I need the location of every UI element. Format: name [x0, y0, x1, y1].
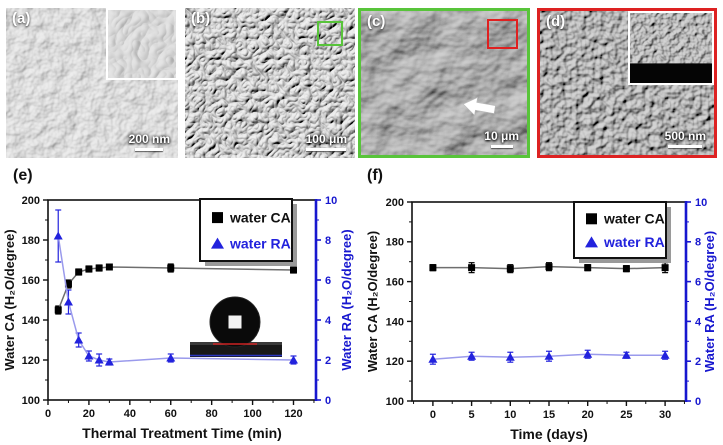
panel-b-label: (b)	[191, 10, 211, 27]
panel-a-inset-image	[106, 8, 178, 80]
legend-water-ra-marker	[585, 236, 598, 248]
chart-f-label: (f)	[367, 167, 383, 184]
svg-text:15: 15	[543, 409, 555, 421]
sem-panel-b: (b) 100 μm	[185, 8, 355, 158]
sem-image-c	[361, 11, 527, 155]
panel-a-scalebar-line	[135, 148, 164, 151]
legend-water-ca-marker	[586, 213, 597, 225]
panel-b-scalebar-label: 100 μm	[305, 132, 347, 146]
panel-a-label: (a)	[12, 10, 31, 27]
svg-text:200: 200	[386, 197, 404, 209]
axes: 0 20 40 60 80 100 120 100 120 140 160 180 200 0 2 4 6 8 10	[22, 195, 338, 420]
svg-text:0: 0	[45, 408, 51, 420]
sem-panel-c: (c) 10 μm	[358, 8, 530, 158]
svg-text:5: 5	[469, 409, 475, 421]
series-water-RA	[53, 209, 298, 367]
svg-text:140: 140	[386, 316, 404, 328]
svg-text:20: 20	[83, 408, 95, 420]
svg-text:30: 30	[659, 409, 671, 421]
left-axis-title: Water CA (H₂O/degree)	[365, 231, 380, 372]
panel-a-scalebar: 200 nm	[129, 132, 170, 154]
svg-text:40: 40	[124, 408, 136, 420]
sem-panel-d: (d) 500 nm	[537, 8, 717, 158]
droplet-photo-inset	[190, 296, 282, 357]
svg-text:20: 20	[582, 409, 594, 421]
svg-text:0: 0	[430, 409, 436, 421]
legend-water-ra-marker	[211, 237, 224, 249]
svg-text:6: 6	[695, 276, 701, 288]
svg-text:10: 10	[504, 409, 516, 421]
legend: water CA water RA	[573, 201, 671, 263]
svg-text:80: 80	[206, 408, 218, 420]
svg-text:180: 180	[386, 237, 404, 249]
chart-e: 0 20 40 60 80 100 120 100 120 140 160 180 200 0 2 4 6 8 10…	[2, 195, 354, 441]
svg-text:120: 120	[22, 355, 40, 367]
x-axis-title: Time (days)	[510, 426, 588, 442]
svg-text:60: 60	[165, 408, 177, 420]
svg-text:180: 180	[22, 235, 40, 247]
svg-text:10: 10	[695, 197, 707, 209]
chart-f: 0 5 10 15 20 25 30 100 120 140 160 180 200 0 2 4 6 8 10 Tim…	[365, 197, 717, 442]
chart-e-label: (e)	[13, 167, 33, 184]
panel-d-inset-image	[628, 11, 714, 85]
svg-text:25: 25	[620, 409, 632, 421]
panel-d-scalebar-label: 500 nm	[664, 129, 706, 143]
sem-panel-a: (a) 200 nm	[6, 8, 178, 158]
svg-text:0: 0	[695, 396, 701, 408]
legend-water-ca-label: water CA	[229, 210, 291, 226]
panel-c-label: (c)	[367, 13, 386, 30]
panel-d-scalebar-line	[668, 145, 703, 148]
svg-text:100: 100	[386, 396, 404, 408]
left-axis-title: Water CA (H₂O/degree)	[2, 229, 17, 370]
svg-text:0: 0	[325, 395, 331, 407]
legend: water CA water RA	[199, 198, 297, 266]
legend-water-ra-label: water RA	[603, 234, 665, 250]
sem-image-b	[185, 8, 355, 158]
svg-text:100: 100	[243, 408, 261, 420]
svg-text:10: 10	[325, 195, 337, 207]
panel-d-scalebar: 500 nm	[665, 129, 706, 151]
right-axis-title: Water RA (H₂O/degree)	[339, 229, 354, 370]
panel-a-scalebar-label: 200 nm	[128, 132, 170, 146]
panel-b-scalebar-line	[306, 148, 347, 151]
svg-text:8: 8	[695, 237, 701, 249]
x-axis-title: Thermal Treatment Time (min)	[82, 425, 282, 441]
panel-d-label: (d)	[546, 13, 566, 30]
arrow-icon	[462, 96, 496, 116]
panel-c-scalebar-label: 10 μm	[484, 129, 519, 143]
legend-water-ra-label: water RA	[229, 236, 291, 252]
axes: 0 5 10 15 20 25 30 100 120 140 160 180 200 0 2 4 6 8 10	[386, 197, 708, 421]
svg-text:120: 120	[386, 356, 404, 368]
svg-text:6: 6	[325, 275, 331, 287]
series-water-RA	[428, 349, 670, 365]
panel-c-scalebar: 10 μm	[484, 129, 519, 151]
svg-text:160: 160	[22, 275, 40, 287]
svg-text:8: 8	[325, 235, 331, 247]
svg-text:200: 200	[22, 195, 40, 207]
right-axis-title: Water RA (H₂O/degree)	[702, 231, 717, 372]
panel-b-highlight-box	[317, 21, 343, 46]
svg-text:160: 160	[386, 276, 404, 288]
svg-text:4: 4	[695, 316, 702, 328]
series-water-CA	[54, 263, 297, 315]
panel-b-scalebar: 100 μm	[306, 132, 347, 154]
panel-c-scalebar-line	[490, 145, 513, 148]
panel-c-highlight-box	[487, 19, 518, 49]
legend-water-ca-marker	[212, 212, 223, 224]
series-water-CA	[429, 262, 669, 274]
legend-water-ca-label: water CA	[603, 211, 665, 227]
svg-text:140: 140	[22, 315, 40, 327]
svg-text:4: 4	[325, 315, 332, 327]
svg-text:100: 100	[22, 395, 40, 407]
svg-text:120: 120	[284, 408, 302, 420]
svg-text:2: 2	[695, 356, 701, 368]
svg-text:2: 2	[325, 355, 331, 367]
